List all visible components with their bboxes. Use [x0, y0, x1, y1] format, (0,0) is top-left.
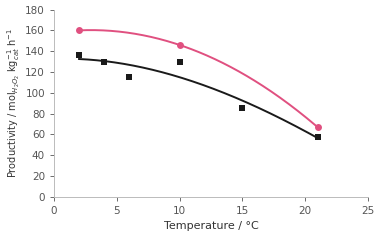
Point — [315, 135, 321, 138]
X-axis label: Temperature / °C: Temperature / °C — [163, 221, 258, 232]
Point — [239, 106, 245, 110]
Point — [176, 43, 182, 47]
Point — [76, 54, 82, 57]
Point — [176, 60, 182, 64]
Point — [315, 125, 321, 129]
Point — [76, 28, 82, 32]
Point — [101, 60, 107, 64]
Point — [126, 75, 132, 79]
Y-axis label: Productivity / mol$_{H_2O_2}$ kg$_{cat}^{-1}$ h$^{-1}$: Productivity / mol$_{H_2O_2}$ kg$_{cat}^… — [6, 28, 22, 178]
